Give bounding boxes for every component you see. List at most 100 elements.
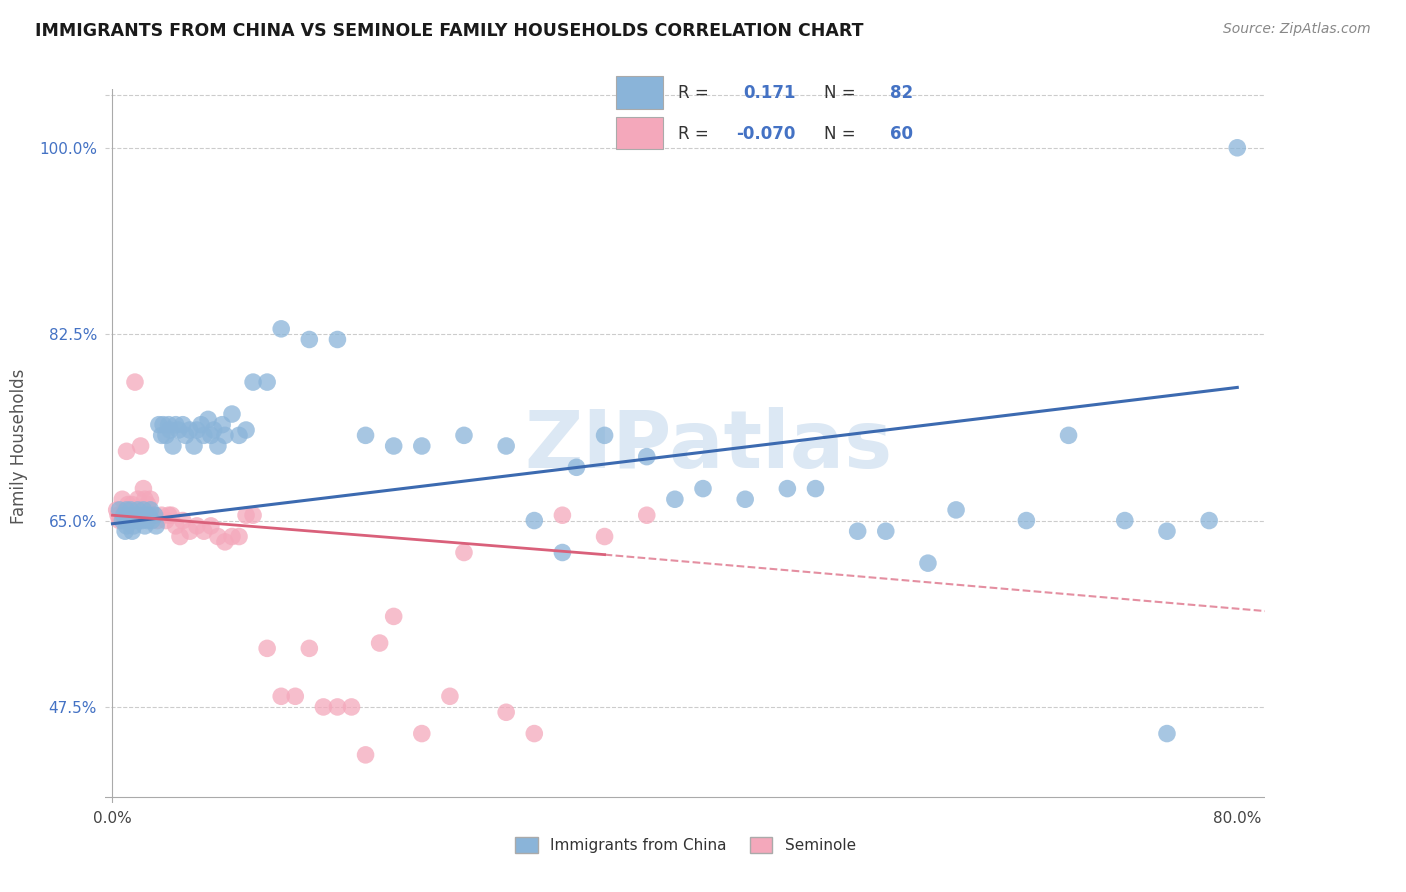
Point bbox=[284, 690, 307, 704]
Text: -0.070: -0.070 bbox=[737, 125, 796, 143]
Point bbox=[1156, 524, 1178, 539]
Point bbox=[495, 706, 517, 720]
Text: N =: N = bbox=[824, 84, 855, 102]
Point bbox=[214, 428, 236, 442]
Point bbox=[523, 514, 546, 528]
Point bbox=[167, 423, 190, 437]
Legend: Immigrants from China, Seminole: Immigrants from China, Seminole bbox=[509, 831, 862, 859]
Point bbox=[124, 514, 146, 528]
Point bbox=[127, 503, 149, 517]
Point bbox=[382, 439, 405, 453]
Point bbox=[132, 482, 155, 496]
Point bbox=[411, 726, 433, 740]
Point bbox=[186, 519, 208, 533]
Point bbox=[124, 375, 146, 389]
Point bbox=[108, 503, 131, 517]
Point bbox=[354, 428, 377, 442]
Point bbox=[141, 508, 163, 523]
Point bbox=[186, 423, 208, 437]
Point bbox=[1156, 726, 1178, 740]
Point bbox=[134, 492, 156, 507]
Point bbox=[139, 503, 162, 517]
Point bbox=[179, 423, 201, 437]
Point bbox=[172, 514, 194, 528]
Point bbox=[298, 641, 321, 656]
Point bbox=[256, 641, 278, 656]
Point bbox=[312, 700, 335, 714]
Point bbox=[105, 503, 128, 517]
Point bbox=[160, 508, 183, 523]
Point bbox=[155, 428, 177, 442]
Point bbox=[1226, 141, 1249, 155]
Point bbox=[165, 417, 187, 432]
Point bbox=[411, 439, 433, 453]
Point bbox=[270, 690, 292, 704]
Point bbox=[143, 508, 166, 523]
Point bbox=[193, 428, 215, 442]
Point bbox=[122, 503, 145, 517]
Point bbox=[354, 747, 377, 762]
Point bbox=[197, 412, 219, 426]
Point bbox=[128, 508, 150, 523]
Point bbox=[1198, 514, 1220, 528]
Point bbox=[190, 417, 212, 432]
Point bbox=[326, 333, 349, 347]
Point bbox=[523, 726, 546, 740]
Point bbox=[214, 534, 236, 549]
Y-axis label: Family Households: Family Households bbox=[10, 368, 28, 524]
Point bbox=[169, 529, 191, 543]
Point bbox=[221, 407, 243, 421]
Point bbox=[636, 508, 658, 523]
Point bbox=[145, 519, 167, 533]
Point bbox=[136, 514, 159, 528]
Point bbox=[172, 417, 194, 432]
Point bbox=[228, 428, 250, 442]
Point bbox=[200, 428, 222, 442]
Point bbox=[155, 514, 177, 528]
Point bbox=[135, 508, 157, 523]
Point bbox=[368, 636, 391, 650]
Point bbox=[551, 508, 574, 523]
Point bbox=[593, 529, 616, 543]
Text: R =: R = bbox=[678, 125, 709, 143]
Point bbox=[146, 514, 169, 528]
Point bbox=[636, 450, 658, 464]
FancyBboxPatch shape bbox=[616, 117, 664, 149]
Point bbox=[111, 514, 134, 528]
Point bbox=[211, 417, 233, 432]
Point bbox=[138, 508, 160, 523]
Point bbox=[439, 690, 461, 704]
Text: ZIPatlas: ZIPatlas bbox=[524, 407, 893, 485]
Point bbox=[127, 492, 149, 507]
Point bbox=[112, 508, 135, 523]
Point bbox=[120, 503, 142, 517]
Point bbox=[117, 514, 139, 528]
Point bbox=[121, 524, 143, 539]
Point bbox=[132, 503, 155, 517]
Text: R =: R = bbox=[678, 84, 709, 102]
Point bbox=[125, 508, 148, 523]
Point bbox=[159, 423, 181, 437]
Point bbox=[804, 482, 827, 496]
Point bbox=[162, 439, 184, 453]
Point bbox=[148, 417, 170, 432]
Point bbox=[235, 423, 257, 437]
Point bbox=[139, 492, 162, 507]
Point bbox=[207, 439, 229, 453]
Point bbox=[207, 529, 229, 543]
Point bbox=[150, 508, 173, 523]
Point bbox=[152, 417, 174, 432]
Point bbox=[202, 423, 225, 437]
Point bbox=[326, 700, 349, 714]
Point bbox=[165, 519, 187, 533]
Point bbox=[118, 503, 141, 517]
Point bbox=[382, 609, 405, 624]
Point bbox=[270, 322, 292, 336]
Text: 82: 82 bbox=[890, 84, 912, 102]
Point bbox=[692, 482, 714, 496]
Text: N =: N = bbox=[824, 125, 855, 143]
Point bbox=[114, 503, 136, 517]
Point bbox=[125, 508, 148, 523]
Point bbox=[120, 508, 142, 523]
Text: 60: 60 bbox=[890, 125, 912, 143]
